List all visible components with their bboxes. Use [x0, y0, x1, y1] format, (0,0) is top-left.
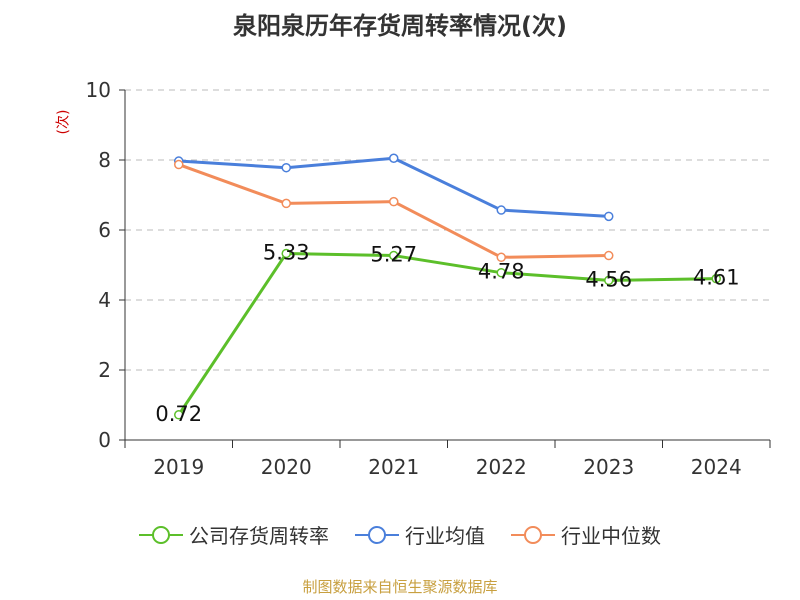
data-point: [496, 205, 506, 215]
chart-title: 泉阳泉历年存货周转率情况(次): [233, 12, 567, 40]
legend-label: 公司存货周转率: [189, 524, 329, 548]
x-tick-label: 2024: [691, 455, 742, 479]
data-label: 5.27: [370, 243, 417, 267]
data-point: [174, 159, 184, 170]
legend-circle: [524, 525, 542, 544]
legend-item[interactable]: 行业均值: [355, 520, 485, 549]
y-tick-label: 8: [98, 148, 111, 172]
data-point: [281, 162, 291, 173]
data-point: [604, 275, 614, 286]
legend-item[interactable]: 公司存货周转率: [139, 520, 329, 549]
series-lines: [174, 153, 721, 420]
data-source-note: 制图数据来自恒生聚源数据库: [302, 578, 498, 596]
y-tick-label: 10: [86, 78, 111, 102]
data-labels: 0.72 5.33 5.27 4.78 4.56 4.61: [155, 240, 739, 425]
data-point: [281, 248, 291, 259]
data-label: 5.33: [263, 240, 310, 264]
data-point: [174, 410, 184, 420]
data-point: [711, 273, 721, 284]
x-tick-label: 2022: [476, 455, 527, 479]
y-tick-label: 2: [98, 358, 111, 382]
legend-marker-icon: [511, 525, 555, 544]
data-point: [389, 153, 399, 163]
legend-circle: [152, 525, 170, 544]
legend-label: 行业中位数: [561, 524, 661, 548]
data-point: [496, 267, 506, 278]
axes: 0 2 4 6 8 10 2019 2020 2021 2022 2023 2024: [86, 78, 771, 479]
data-point: [281, 198, 291, 209]
y-tick-label: 0: [98, 428, 111, 452]
x-tick-label: 2019: [153, 455, 204, 479]
legend-marker-icon: [355, 525, 399, 544]
series-line: [177, 251, 717, 416]
data-label: 4.61: [693, 266, 740, 290]
data-point: [389, 196, 399, 207]
data-point: [604, 250, 614, 261]
data-label: 0.72: [155, 402, 202, 426]
legend: 公司存货周转率 行业均值 行业中位数: [0, 520, 800, 549]
data-point: [389, 250, 399, 261]
data-label: 4.56: [585, 267, 632, 291]
data-label: 4.78: [478, 260, 525, 284]
legend-label: 行业均值: [405, 524, 485, 548]
legend-circle: [368, 525, 386, 544]
data-point: [604, 211, 614, 222]
y-tick-label: 6: [98, 218, 111, 242]
x-tick-label: 2020: [261, 455, 312, 479]
x-tick-label: 2021: [368, 455, 419, 479]
data-point: [496, 252, 506, 263]
legend-marker-icon: [139, 525, 183, 544]
legend-item[interactable]: 行业中位数: [511, 520, 661, 549]
x-tick-label: 2023: [583, 455, 634, 479]
y-tick-label: 4: [98, 288, 111, 312]
